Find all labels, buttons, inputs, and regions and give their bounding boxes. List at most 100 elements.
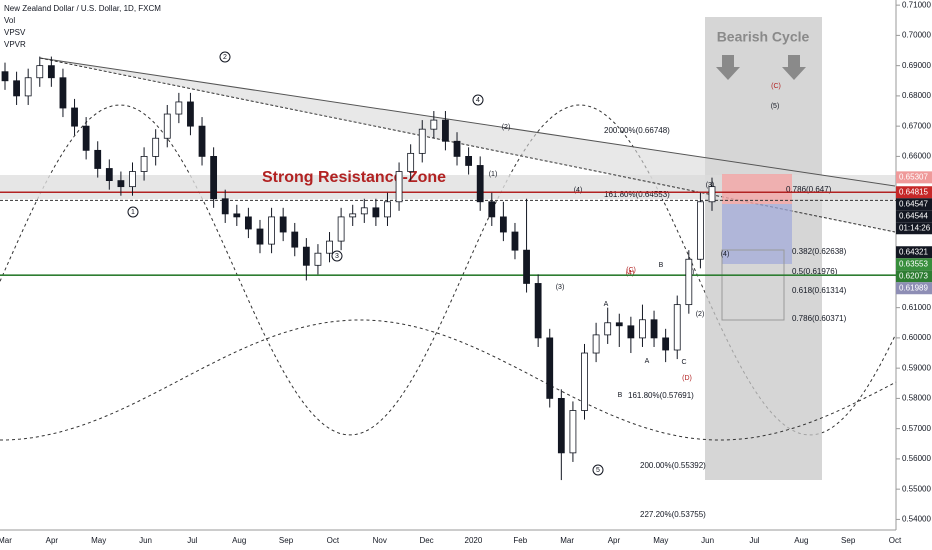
- candle-body: [523, 249, 530, 284]
- candle-body: [13, 80, 20, 97]
- resistance-label: Strong Resistance-Zone: [262, 169, 446, 186]
- wave-label: 5: [596, 467, 600, 474]
- candle-body: [233, 213, 241, 218]
- price-tag: [896, 210, 932, 223]
- price-tag: [896, 270, 932, 283]
- x-tick-label: Apr: [46, 536, 59, 545]
- wave-circle: [592, 464, 604, 476]
- x-tick-label: Aug: [232, 536, 246, 545]
- candle-body: [499, 216, 507, 233]
- candle-body: [268, 216, 275, 245]
- wave-label: C: [681, 359, 686, 366]
- x-tick-label: May: [91, 536, 106, 545]
- candle-body: [59, 77, 67, 109]
- wave-label: (D): [682, 375, 692, 382]
- candle-body: [476, 165, 484, 203]
- candle-body: [592, 334, 600, 354]
- candle-body: [337, 216, 345, 242]
- candle-body: [557, 398, 565, 454]
- price-tag-label: 0.62073: [899, 271, 928, 280]
- candle-body: [187, 101, 194, 127]
- fib-label: 161.80%(0.64553): [604, 190, 670, 199]
- wave-label: 2: [223, 54, 227, 61]
- entry-box: [722, 204, 792, 264]
- candle-body: [511, 231, 519, 251]
- price-tag-label: 0.65307: [899, 172, 928, 181]
- fib-label: 0.786(0.647): [786, 185, 832, 194]
- x-tick-label: Mar: [560, 536, 574, 545]
- candle-body: [639, 319, 646, 339]
- y-tick-label: 0.58000: [902, 394, 931, 403]
- candle-body: [163, 113, 171, 139]
- candle-body: [94, 149, 102, 169]
- candle-body: [210, 155, 218, 200]
- countdown-tag: [896, 222, 932, 235]
- candle-body: [569, 410, 577, 454]
- wave-label: (C): [771, 83, 781, 90]
- candle-body: [395, 171, 403, 203]
- wave-circle: [331, 250, 343, 262]
- price-tag-label: 0.64321: [899, 247, 928, 256]
- x-tick-label: Jun: [139, 536, 152, 545]
- candle-body: [384, 201, 391, 218]
- candle-body: [175, 101, 183, 115]
- y-tick-label: 0.69000: [902, 61, 931, 70]
- candle-body: [372, 207, 380, 218]
- wave-label: (2): [502, 124, 511, 131]
- wave-label: B: [659, 262, 664, 269]
- wave-label: (2): [696, 311, 705, 318]
- price-tag-label: 0.63553: [899, 259, 928, 268]
- candle-body: [140, 155, 148, 172]
- fib-label: 0.786(0.60371): [792, 314, 847, 323]
- candle-body: [221, 198, 229, 215]
- candle-body: [546, 337, 554, 399]
- candle-body: [685, 258, 693, 306]
- candle-body: [105, 168, 113, 181]
- candle-body: [302, 246, 310, 266]
- price-tag-label: 0.64544: [899, 211, 928, 220]
- indicator: VPSV: [4, 28, 26, 37]
- x-tick-label: Dec: [419, 536, 433, 545]
- fib-label: 0.618(0.61314): [792, 286, 847, 295]
- candle-body: [36, 65, 44, 79]
- down-arrows: [716, 55, 806, 80]
- candle-body: [534, 283, 542, 339]
- candle-body: [442, 119, 449, 142]
- candle-body: [708, 186, 716, 203]
- candle-body: [326, 240, 333, 254]
- fib-label: 0.382(0.62638): [792, 247, 847, 256]
- candle-body: [650, 319, 658, 339]
- candle-body: [152, 137, 160, 157]
- y-tick-label: 0.61000: [902, 303, 931, 312]
- fib-box: [721, 249, 785, 321]
- candle-body: [604, 322, 612, 336]
- fib-label: 0.5(0.61976): [792, 267, 838, 276]
- wave-label: A: [604, 301, 609, 308]
- y-tick-label: 0.57000: [902, 424, 931, 433]
- x-tick-label: 2020: [465, 536, 483, 545]
- wave-circle: [219, 51, 231, 63]
- trend-line: [39, 57, 896, 187]
- price-tag: [896, 198, 932, 211]
- price-tag: [896, 282, 932, 295]
- candle-body: [256, 228, 264, 245]
- x-tick-label: Sep: [279, 536, 294, 545]
- y-tick-label: 0.59000: [902, 363, 931, 372]
- candle-body: [673, 304, 681, 351]
- y-tick-label: 0.60000: [902, 333, 931, 342]
- candle-body: [360, 207, 368, 215]
- wave-circle: [127, 206, 139, 218]
- x-tick-label: Jul: [187, 536, 197, 545]
- candle-body: [117, 180, 125, 188]
- price-tag-label: 0.64815: [899, 187, 928, 196]
- fib-label: 161.80%(0.57691): [628, 391, 694, 400]
- x-tick-label: Feb: [513, 536, 527, 545]
- wave-label: (4): [626, 270, 635, 277]
- candle-body: [697, 201, 704, 260]
- y-tick-label: 0.71000: [902, 0, 931, 9]
- price-tag-label: 0.61989: [899, 283, 928, 292]
- candle-body: [1, 71, 9, 82]
- x-tick-label: Nov: [373, 536, 387, 545]
- candle-body: [488, 201, 496, 218]
- candle-body: [314, 252, 322, 266]
